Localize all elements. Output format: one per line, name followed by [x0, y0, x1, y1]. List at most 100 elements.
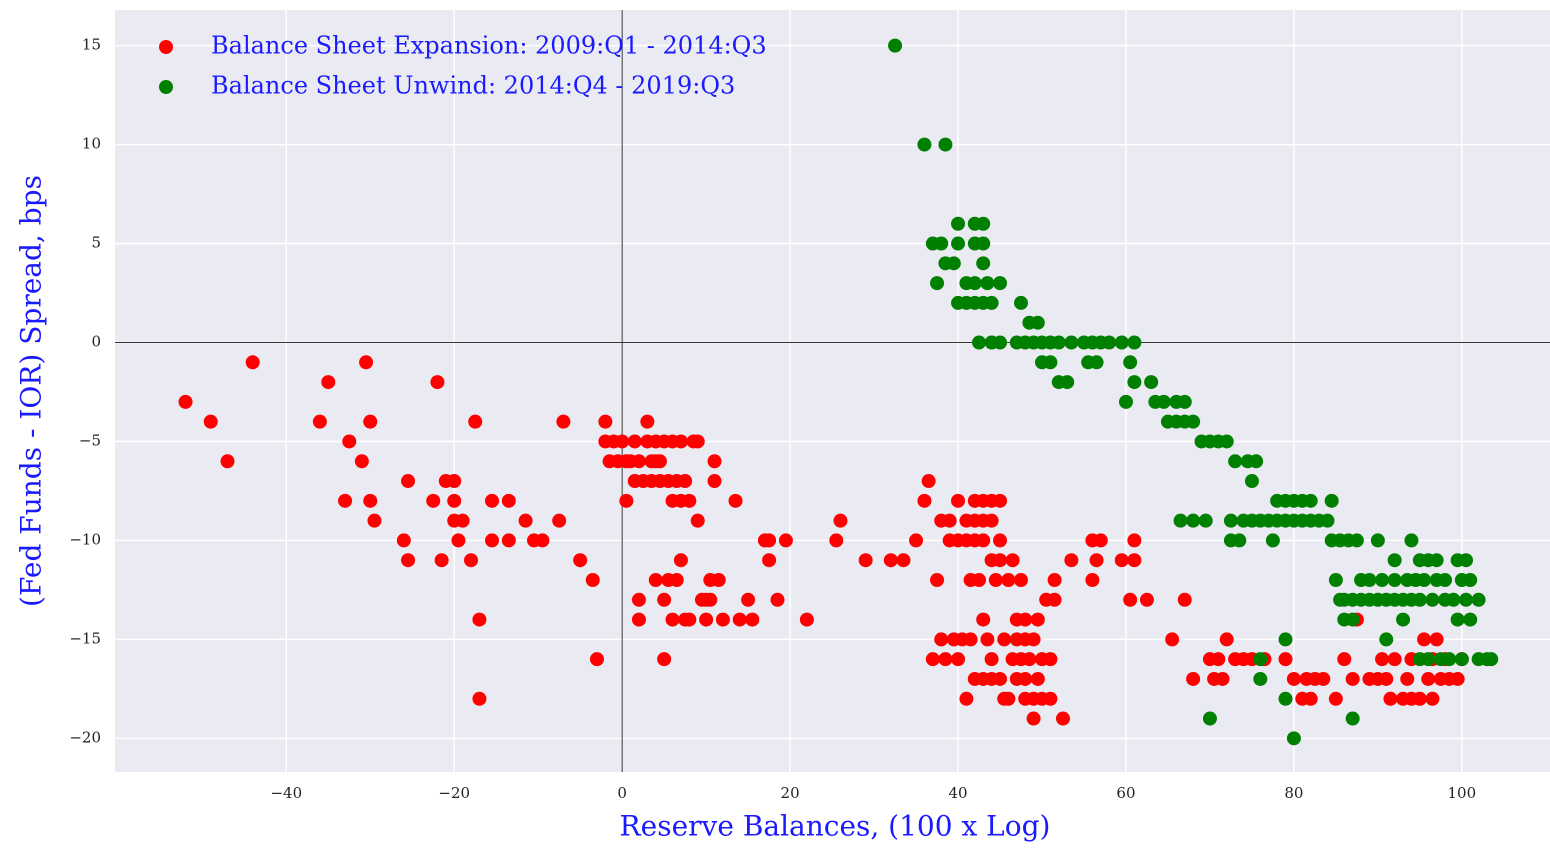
- point: [959, 691, 974, 706]
- point: [665, 612, 680, 627]
- point: [1412, 592, 1427, 607]
- point: [552, 513, 567, 528]
- point: [1215, 671, 1230, 686]
- point: [1014, 295, 1029, 310]
- point: [1005, 553, 1020, 568]
- point: [1127, 553, 1142, 568]
- point: [993, 493, 1008, 508]
- point: [976, 533, 991, 548]
- y-tick-label: −10: [69, 530, 101, 548]
- point: [1114, 335, 1129, 350]
- x-tick-label: 80: [1284, 784, 1303, 802]
- point: [1127, 335, 1142, 350]
- point: [585, 573, 600, 588]
- point: [883, 553, 898, 568]
- point: [984, 513, 999, 528]
- point: [1303, 691, 1318, 706]
- point: [1177, 592, 1192, 607]
- point: [1286, 671, 1301, 686]
- point: [631, 612, 646, 627]
- point: [699, 612, 714, 627]
- point: [909, 533, 924, 548]
- point: [951, 216, 966, 231]
- y-axis-label: (Fed Funds - IOR) Spread, bps: [15, 175, 48, 607]
- legend: Balance Sheet Expansion: 2009:Q1 - 2014:…: [159, 32, 767, 100]
- point: [682, 612, 697, 627]
- y-tick-label: −5: [79, 431, 101, 449]
- point: [942, 513, 957, 528]
- point: [1454, 652, 1469, 667]
- point: [984, 295, 999, 310]
- point: [1085, 573, 1100, 588]
- point: [245, 355, 260, 370]
- point: [1186, 671, 1201, 686]
- point: [703, 592, 718, 607]
- point: [401, 474, 416, 489]
- point: [1370, 533, 1385, 548]
- point: [451, 533, 466, 548]
- point: [354, 454, 369, 469]
- point: [455, 513, 470, 528]
- point: [1450, 612, 1465, 627]
- point: [1459, 553, 1474, 568]
- points: [178, 38, 1499, 746]
- point: [615, 434, 630, 449]
- point: [1387, 573, 1402, 588]
- point: [485, 533, 500, 548]
- point: [652, 454, 667, 469]
- point: [951, 493, 966, 508]
- point: [1156, 394, 1171, 409]
- point: [342, 434, 357, 449]
- x-axis-label: Reserve Balances, (100 x Log): [620, 810, 1051, 843]
- point: [447, 493, 462, 508]
- point: [312, 414, 327, 429]
- point: [682, 493, 697, 508]
- point: [1396, 612, 1411, 627]
- point: [930, 276, 945, 291]
- point: [1219, 632, 1234, 647]
- point: [1026, 632, 1041, 647]
- legend-marker: [159, 40, 173, 54]
- point: [951, 236, 966, 251]
- point: [1400, 671, 1415, 686]
- point: [321, 375, 336, 390]
- point: [1324, 493, 1339, 508]
- point: [1429, 632, 1444, 647]
- point: [711, 573, 726, 588]
- point: [1043, 355, 1058, 370]
- point: [434, 553, 449, 568]
- point: [363, 414, 378, 429]
- point: [1412, 691, 1427, 706]
- y-tick-label: 10: [82, 135, 101, 153]
- point: [1438, 573, 1453, 588]
- point: [1425, 592, 1440, 607]
- point: [917, 137, 932, 152]
- point: [976, 612, 991, 627]
- legend-label: Balance Sheet Unwind: 2014:Q4 - 2019:Q3: [211, 72, 735, 100]
- point: [1055, 711, 1070, 726]
- point: [1253, 671, 1268, 686]
- point: [934, 236, 949, 251]
- point: [1278, 632, 1293, 647]
- point: [627, 434, 642, 449]
- point: [799, 612, 814, 627]
- point: [1429, 553, 1444, 568]
- point: [640, 414, 655, 429]
- point: [728, 493, 743, 508]
- legend-marker: [159, 80, 173, 94]
- point: [1446, 592, 1461, 607]
- point: [993, 533, 1008, 548]
- point: [619, 493, 634, 508]
- point: [1249, 454, 1264, 469]
- point: [1383, 691, 1398, 706]
- point: [468, 414, 483, 429]
- point: [1345, 671, 1360, 686]
- point: [1043, 691, 1058, 706]
- point: [535, 533, 550, 548]
- point: [669, 573, 684, 588]
- point: [1043, 652, 1058, 667]
- point: [930, 573, 945, 588]
- point: [1450, 671, 1465, 686]
- point: [1328, 691, 1343, 706]
- y-tick-label: 15: [82, 36, 101, 54]
